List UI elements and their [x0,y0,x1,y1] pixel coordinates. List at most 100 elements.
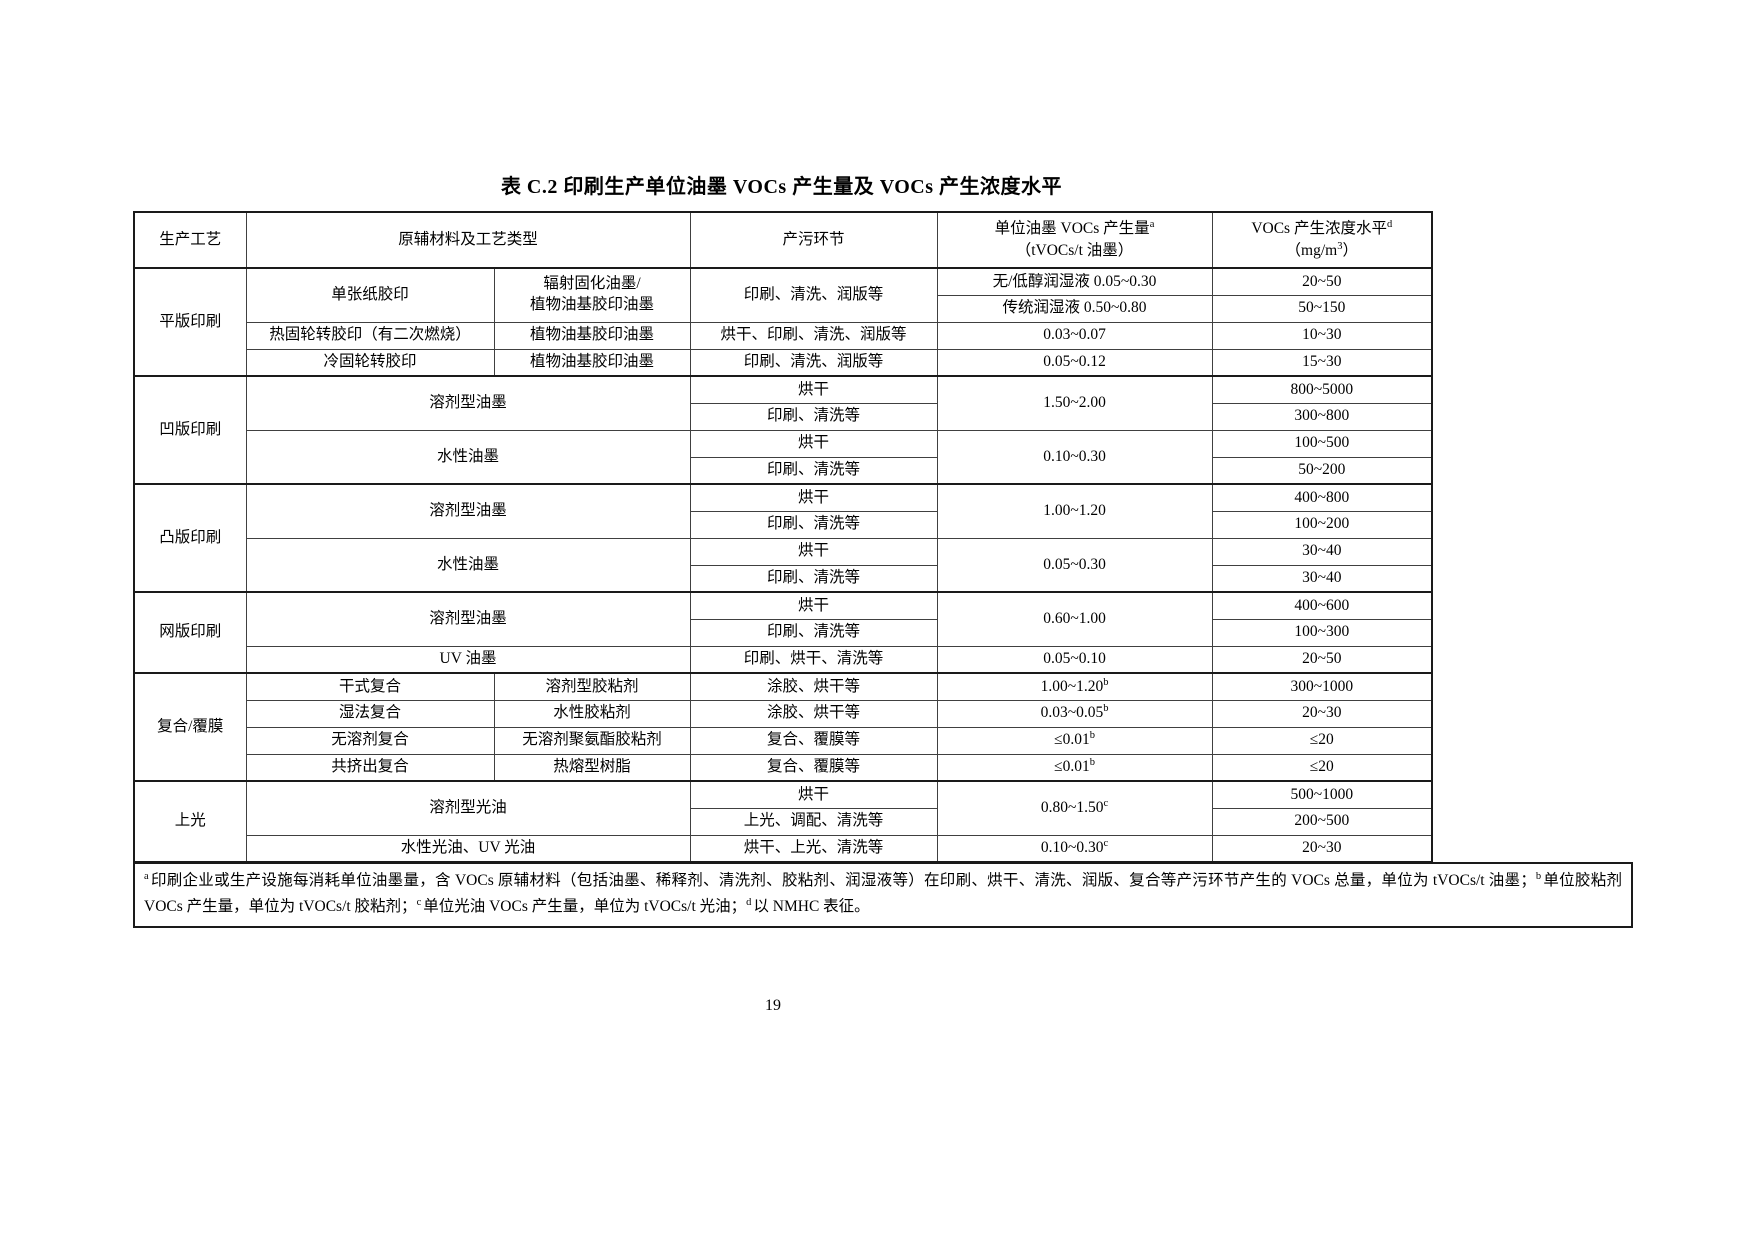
material-cell: 溶剂型油墨 [245,375,691,431]
amount-cell: ≤0.01b [936,753,1213,782]
material-type-cell: 植物油基胶印油墨 [493,348,691,377]
amount-cell: 传统润湿液 0.50~0.80 [936,294,1213,323]
conc-cell: 500~1000 [1211,780,1433,809]
process-cell: 网版印刷 [133,591,247,674]
footnote-sup-a: a [144,870,149,882]
footnote-text-b: 单位胶粘剂 VOCs 产生量，单位为 tVOCs/t 胶粘剂； [144,872,1622,915]
amount-value: 0.80~1.50 [1040,799,1104,817]
material-cell: 湿法复合 [245,699,495,728]
conc-cell: 400~600 [1211,591,1433,620]
stage-cell: 复合、覆膜等 [689,726,938,755]
material-cell: 无溶剂复合 [245,726,495,755]
material-cell: 单张纸胶印 [245,267,495,323]
amount-cell: 1.50~2.00 [936,375,1213,431]
amount-value: ≤0.01 [1054,731,1090,749]
material-cell: 干式复合 [245,672,495,701]
stage-cell: 涂胶、烘干等 [689,699,938,728]
material-type-cell: 植物油基胶印油墨 [493,321,691,350]
stage-cell: 烘干、上光、清洗等 [689,834,938,863]
table-row: 上光、调配、清洗等 200~500 [134,807,1433,836]
process-cell: 复合/覆膜 [133,672,247,782]
amount-footnote-sup: c [1103,797,1109,809]
amount-value: 0.03~0.05 [1040,704,1104,722]
amount-cell: 0.05~0.10 [936,645,1213,674]
conc-cell: 100~200 [1211,510,1433,539]
amount-footnote-sup: b [1103,703,1109,715]
table-row: 共挤出复合 热熔型树脂 复合、覆膜等 ≤0.01b ≤20 [134,753,1433,782]
amount-cell: 无/低醇润湿液 0.05~0.30 [936,267,1213,296]
table-row: 印刷、清洗等 300~800 [134,402,1433,431]
material-cell: 热固轮转胶印（有二次燃烧） [245,321,495,350]
material-cell: 水性油墨 [245,429,691,485]
conc-cell: 20~30 [1211,834,1433,863]
table-row: 网版印刷 溶剂型油墨 烘干 0.60~1.00 400~600 [133,591,1433,674]
stage-cell: 印刷、清洗等 [689,456,938,485]
header-amount: 单位油墨 VOCs 产生量a （tVOCs/t 油墨） [936,211,1213,269]
footnote-sup-b: b [1535,870,1542,882]
table-row: 凸版印刷 溶剂型油墨 烘干 1.00~1.20 400~800 [133,483,1433,593]
stage-cell: 烘干、印刷、清洗、润版等 [689,321,938,350]
header-conc-unit-close: ） [1342,242,1358,259]
amount-cell: ≤0.01b [936,726,1213,755]
material-type-cell: 无溶剂聚氨酯胶粘剂 [493,726,691,755]
table-title: 表 C.2 印刷生产单位油墨 VOCs 产生量及 VOCs 产生浓度水平 [500,176,1063,198]
stage-cell: 印刷、清洗、润版等 [689,267,938,323]
stage-cell: 印刷、清洗等 [689,402,938,431]
table-row: 热固轮转胶印（有二次燃烧） 植物油基胶印油墨 烘干、印刷、清洗、润版等 0.03… [134,321,1433,350]
header-amount-sup: a [1149,218,1155,230]
material-type-cell: 辐射固化油墨/ 植物油基胶印油墨 [493,267,691,323]
header-conc-sup: d [1386,218,1393,230]
process-cell: 凸版印刷 [133,483,247,593]
conc-cell: 300~800 [1211,402,1433,431]
material-cell: UV 油墨 [245,645,691,674]
table-footnote: a 印刷企业或生产设施每消耗单位油墨量，含 VOCs 原辅材料（包括油墨、稀释剂、… [133,862,1633,928]
conc-cell: 50~150 [1211,294,1433,323]
conc-cell: 400~800 [1211,483,1433,512]
stage-cell: 烘干 [689,375,938,404]
table-row: UV 油墨 印刷、烘干、清洗等 0.05~0.10 20~50 [134,645,1433,674]
stage-cell: 烘干 [689,591,938,620]
conc-cell: 20~50 [1211,645,1433,674]
material-cell: 水性油墨 [245,537,691,593]
conc-cell: 300~1000 [1211,672,1433,701]
conc-cell: 10~30 [1211,321,1433,350]
table-header-row: 生产工艺 原辅材料及工艺类型 产污环节 单位油墨 VOCs 产生量a （tVOCs… [133,211,1433,269]
conc-cell: 800~5000 [1211,375,1433,404]
table-row: 水性光油、UV 光油 烘干、上光、清洗等 0.10~0.30c 20~30 [134,834,1433,863]
conc-cell: ≤20 [1211,726,1433,755]
amount-cell: 0.03~0.07 [936,321,1213,350]
process-cell: 凹版印刷 [133,375,247,485]
stage-cell: 烘干 [689,780,938,809]
conc-cell: 100~300 [1211,618,1433,647]
amount-cell: 0.80~1.50c [936,780,1213,836]
header-conc: VOCs 产生浓度水平d （mg/m3） [1211,211,1433,269]
header-conc-line1: VOCs 产生浓度水平 [1251,219,1387,237]
table-row: 上光 溶剂型光油 烘干 0.80~1.50c 500~1000 [133,780,1433,863]
table-row: 无溶剂复合 无溶剂聚氨酯胶粘剂 复合、覆膜等 ≤0.01b ≤20 [134,726,1433,755]
table-row: 复合/覆膜 干式复合 溶剂型胶粘剂 涂胶、烘干等 1.00~1.20b 300~… [133,672,1433,782]
conc-cell: 20~30 [1211,699,1433,728]
amount-cell: 1.00~1.20b [936,672,1213,701]
stage-cell: 涂胶、烘干等 [689,672,938,701]
conc-cell: 100~500 [1211,429,1433,458]
conc-cell: 15~30 [1211,348,1433,377]
amount-cell: 0.10~0.30c [936,834,1213,863]
conc-cell: 30~40 [1211,564,1433,593]
table-row: 水性油墨 烘干 0.05~0.30 30~40 [134,537,1433,593]
material-type-cell: 溶剂型胶粘剂 [493,672,691,701]
table-row: 传统润湿液 0.50~0.80 50~150 [134,294,1433,323]
material-cell: 溶剂型油墨 [245,591,691,647]
conc-cell: 20~50 [1211,267,1433,296]
stage-cell: 上光、调配、清洗等 [689,807,938,836]
header-process: 生产工艺 [133,211,247,269]
footnote-text-d: 以 NMHC 表征。 [753,898,870,915]
material-cell: 水性光油、UV 光油 [245,834,691,863]
amount-cell: 0.10~0.30 [936,429,1213,485]
amount-value: ≤0.01 [1054,758,1090,776]
stage-cell: 印刷、清洗等 [689,618,938,647]
voc-emissions-table: 生产工艺 原辅材料及工艺类型 产污环节 单位油墨 VOCs 产生量a （tVOCs… [133,211,1434,863]
table-row: 印刷、清洗等 100~200 [134,510,1433,539]
material-cell: 溶剂型光油 [245,780,691,836]
conc-cell: 50~200 [1211,456,1433,485]
